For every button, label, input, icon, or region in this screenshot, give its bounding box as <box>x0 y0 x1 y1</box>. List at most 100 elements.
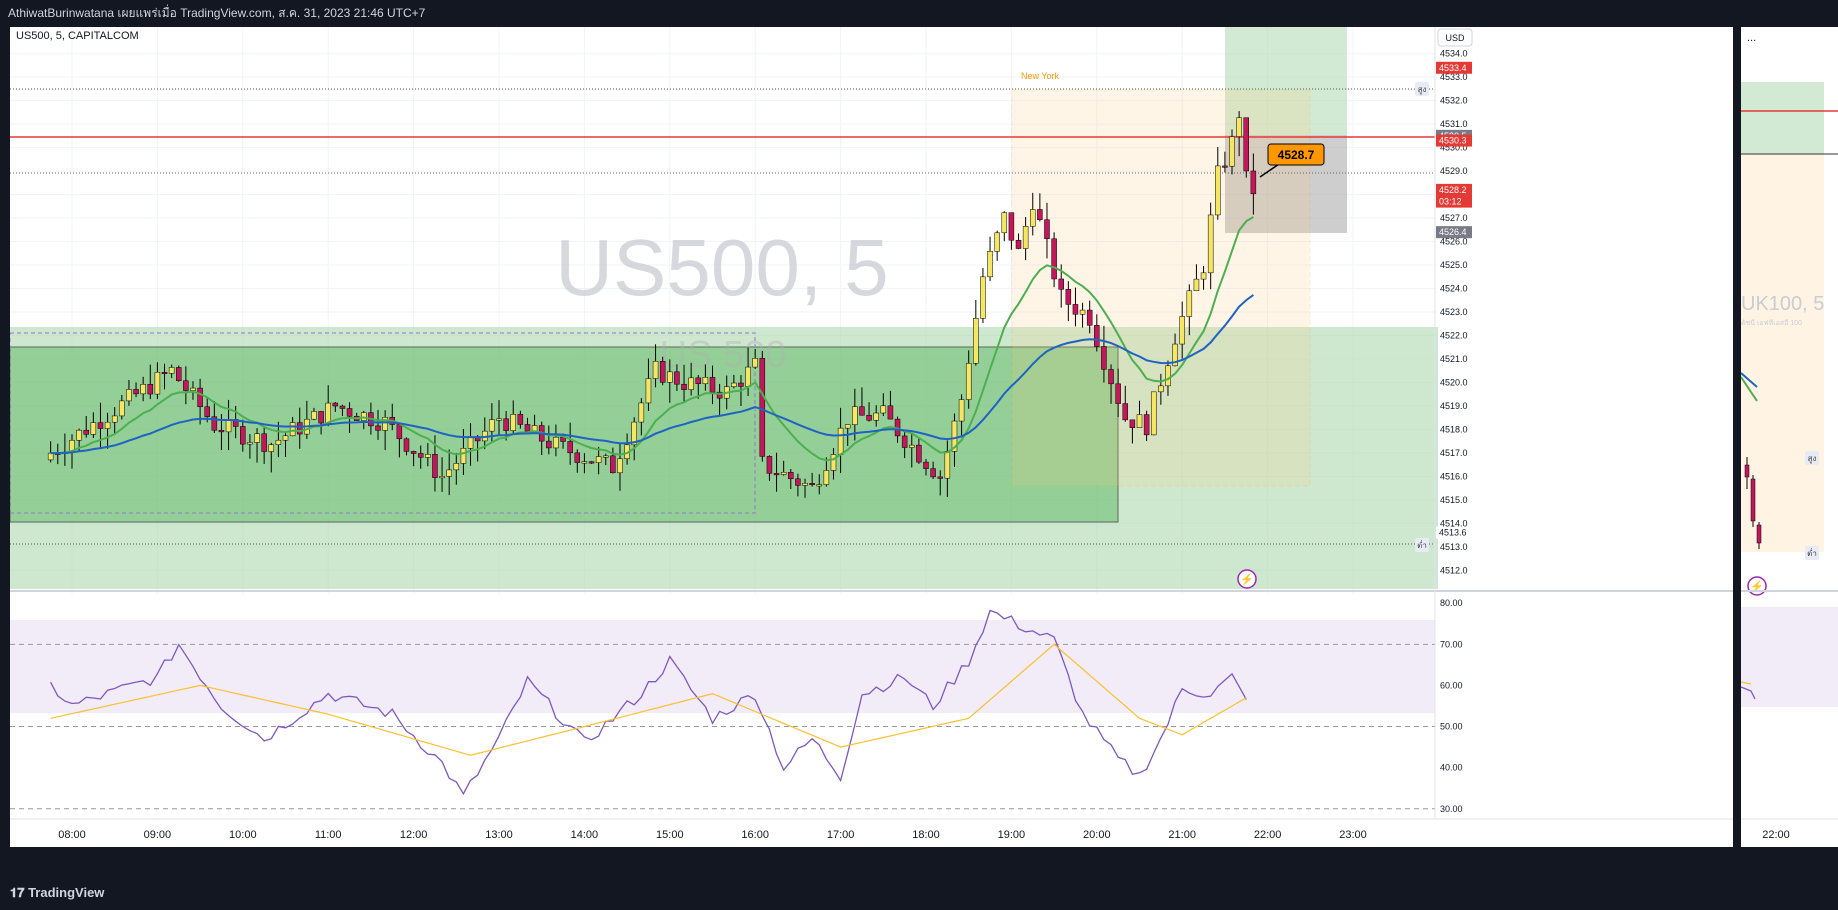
candle-body[interactable] <box>802 483 808 486</box>
price-axis[interactable]: 4534.0 4533.0 4532.0 4531.0 4530.0 4529.0 4528… <box>1440 49 1468 576</box>
candle-body[interactable] <box>659 361 666 383</box>
candle-body[interactable] <box>140 383 146 395</box>
candle-body[interactable] <box>325 402 331 424</box>
candle-body[interactable] <box>795 478 801 486</box>
candle-body[interactable] <box>859 406 865 416</box>
candle-body[interactable] <box>1200 272 1207 280</box>
side-menu-label[interactable]: ... <box>1747 32 1756 44</box>
candle-body[interactable] <box>937 476 943 479</box>
candle-body[interactable] <box>97 422 104 429</box>
candle-body[interactable] <box>930 468 936 478</box>
candle-body[interactable] <box>731 382 737 387</box>
candle-body[interactable] <box>446 469 452 477</box>
candle-body[interactable] <box>752 358 758 368</box>
candle-body[interactable] <box>980 276 986 319</box>
candle-body[interactable] <box>603 455 609 458</box>
candle-body[interactable] <box>631 421 637 446</box>
main-chart-pane[interactable]: US500, 5 US 500 4534.0 4533.0 4532.0 4531.0… <box>9 27 1733 847</box>
chart-canvas[interactable]: US500, 5 US 500 4534.0 4533.0 4532.0 4531.0… <box>9 27 1733 847</box>
candle-body[interactable] <box>866 414 872 421</box>
candle-body[interactable] <box>524 424 531 432</box>
candle-body[interactable] <box>510 414 516 431</box>
candle-body[interactable] <box>1158 385 1164 393</box>
candle-body[interactable] <box>161 371 168 374</box>
candle-body[interactable] <box>1222 165 1228 168</box>
candle-body[interactable] <box>788 471 794 480</box>
candle-body[interactable] <box>1108 369 1114 385</box>
candle-body[interactable] <box>716 391 723 399</box>
candle-body[interactable] <box>133 389 139 395</box>
candle-body[interactable] <box>681 383 687 390</box>
candle-body[interactable] <box>225 419 232 433</box>
candle-body[interactable] <box>1086 309 1093 326</box>
candle-body[interactable] <box>154 371 161 395</box>
candle-body[interactable] <box>1044 219 1050 239</box>
candle-body[interactable] <box>574 452 581 463</box>
candle-body[interactable] <box>1022 226 1029 249</box>
candle-body[interactable] <box>467 436 474 449</box>
candle-body[interactable] <box>432 454 438 478</box>
candle-body[interactable] <box>410 451 417 454</box>
candle-body[interactable] <box>503 418 509 431</box>
ema-slow-line[interactable] <box>50 294 1254 455</box>
candle-body[interactable] <box>809 483 815 486</box>
candle-body[interactable] <box>254 433 260 443</box>
candle-body[interactable] <box>852 406 858 425</box>
candle-body[interactable] <box>1079 309 1086 315</box>
candle-body[interactable] <box>1094 325 1100 347</box>
candle-body[interactable] <box>268 444 275 452</box>
candle-body[interactable] <box>973 318 979 364</box>
currency-button[interactable] <box>1437 28 1473 47</box>
candle-body[interactable] <box>168 367 175 374</box>
tradingview-logo[interactable]: 𝟏𝟕 TradingView <box>10 876 104 910</box>
candle-body[interactable] <box>958 399 965 422</box>
candle-body[interactable] <box>1136 414 1143 428</box>
rsi-ma-line[interactable] <box>50 643 1247 756</box>
candle-body[interactable] <box>289 422 296 437</box>
candle-body[interactable] <box>901 435 908 448</box>
candle-body[interactable] <box>652 361 659 379</box>
candle-body[interactable] <box>1250 170 1257 195</box>
candle-body[interactable] <box>211 416 218 431</box>
candle-body[interactable] <box>553 436 559 449</box>
candle-body[interactable] <box>346 408 353 417</box>
candle-body[interactable] <box>773 473 780 476</box>
candle-body[interactable] <box>1150 391 1157 436</box>
candle-body[interactable] <box>282 435 289 441</box>
candle-body[interactable] <box>823 470 830 485</box>
candle-body[interactable] <box>1215 165 1221 216</box>
candle-body[interactable] <box>873 412 879 421</box>
alert-lightning-icon[interactable] <box>1237 569 1257 589</box>
candle-body[interactable] <box>382 417 388 431</box>
candle-body[interactable] <box>610 455 616 474</box>
candle-body[interactable] <box>837 427 844 455</box>
candle-body[interactable] <box>709 377 716 393</box>
candle-body[interactable] <box>240 426 246 445</box>
candle-body[interactable] <box>738 382 744 387</box>
candle-body[interactable] <box>581 461 588 464</box>
candle-body[interactable] <box>1065 289 1072 305</box>
candle-body[interactable] <box>403 438 410 452</box>
candle-body[interactable] <box>204 406 210 417</box>
candle-body[interactable] <box>197 387 203 408</box>
candle-body[interactable] <box>1236 117 1242 137</box>
candle-body[interactable] <box>517 414 524 425</box>
candles[interactable] <box>47 111 1257 498</box>
candle-body[interactable] <box>944 451 951 479</box>
candle-body[interactable] <box>1058 278 1064 290</box>
candle-body[interactable] <box>674 371 680 385</box>
candle-body[interactable] <box>375 425 381 431</box>
candle-body[interactable] <box>546 440 552 449</box>
candle-body[interactable] <box>994 232 1000 252</box>
candle-body[interactable] <box>567 441 573 454</box>
candle-body[interactable] <box>1101 346 1107 370</box>
candle-body[interactable] <box>176 367 182 381</box>
candle-body[interactable] <box>880 405 887 414</box>
candle-body[interactable] <box>1122 403 1129 421</box>
candle-body[interactable] <box>965 363 972 400</box>
candle-body[interactable] <box>83 429 89 435</box>
candle-body[interactable] <box>1030 209 1036 227</box>
secondary-chart-canvas[interactable]: ... UK100, 5 ดัชนี เอฟทีเอสอี 100 สูง ต่… <box>1740 27 1838 847</box>
candle-body[interactable] <box>275 439 282 445</box>
chart-legend-symbol[interactable]: US500, 5, CAPITALCOM <box>16 30 139 42</box>
